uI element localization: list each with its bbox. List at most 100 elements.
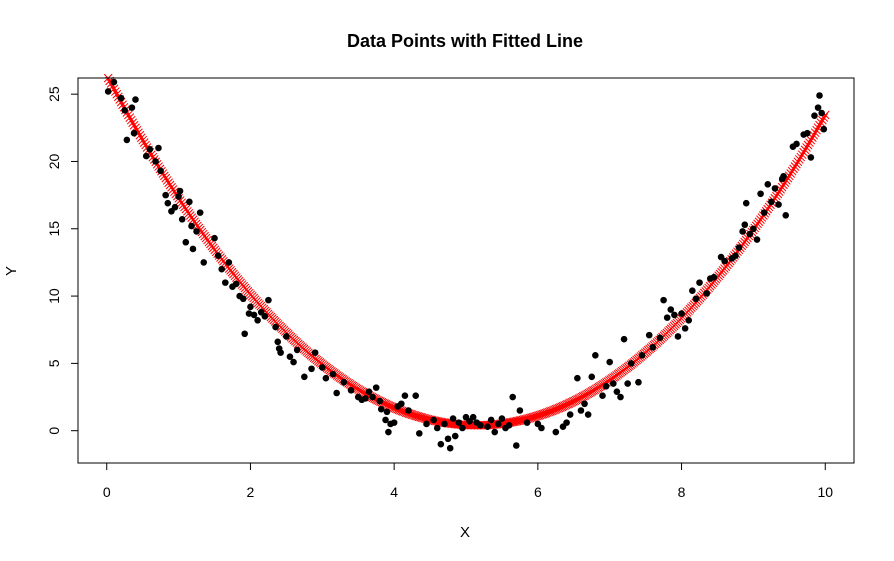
- data-point: [671, 311, 678, 319]
- data-point: [152, 158, 159, 165]
- fitted-line-marker: [129, 120, 139, 130]
- data-point: [768, 198, 775, 206]
- fitted-line-marker: [548, 406, 558, 415]
- fitted-line-marker: [136, 133, 146, 143]
- data-point: [254, 317, 261, 324]
- data-point: [746, 230, 754, 238]
- y-tick-label: 25: [46, 86, 62, 102]
- data-point: [663, 314, 671, 321]
- data-point: [412, 392, 420, 399]
- data-point: [218, 265, 226, 273]
- fitted-line-marker: [803, 140, 813, 150]
- data-point: [721, 257, 728, 265]
- data-point: [110, 78, 118, 86]
- data-point: [189, 245, 197, 253]
- data-point: [685, 317, 693, 324]
- data-point: [512, 442, 520, 449]
- fitted-line-marker: [560, 401, 569, 410]
- plot-frame: [77, 77, 855, 464]
- data-point: [311, 349, 319, 356]
- y-tick-label: 10: [46, 288, 62, 304]
- data-point: [703, 290, 711, 297]
- data-point: [142, 152, 150, 160]
- data-point: [635, 378, 642, 386]
- data-point: [477, 422, 484, 429]
- fitted-line-marker: [126, 115, 136, 125]
- y-axis-label: Y: [3, 266, 20, 276]
- data-point: [613, 388, 621, 395]
- fitted-line-marker: [570, 396, 580, 406]
- fitted-line-marker: [812, 125, 821, 135]
- data-point: [660, 296, 667, 304]
- fitted-line-marker: [111, 87, 120, 96]
- data-point: [451, 432, 459, 440]
- data-point: [674, 333, 682, 340]
- data-point: [383, 408, 391, 416]
- data-point: [807, 154, 815, 161]
- data-point: [689, 287, 696, 294]
- data-point: [308, 365, 315, 373]
- data-point: [433, 424, 441, 432]
- data-point: [301, 373, 308, 381]
- x-tick-label: 4: [390, 484, 398, 500]
- data-point: [232, 280, 240, 288]
- data-point: [247, 303, 254, 311]
- data-point: [261, 312, 269, 320]
- data-point: [272, 323, 279, 331]
- data-point: [128, 104, 136, 111]
- data-point: [491, 428, 499, 436]
- data-point: [347, 387, 355, 394]
- data-point: [516, 407, 524, 414]
- fitted-line-marker: [128, 118, 138, 128]
- data-point: [130, 129, 138, 137]
- data-point: [211, 234, 218, 242]
- data-point: [692, 295, 700, 303]
- data-point: [584, 411, 592, 418]
- data-point: [329, 370, 337, 378]
- fitted-line-marker: [384, 401, 394, 410]
- data-point: [495, 420, 502, 428]
- data-point: [200, 259, 208, 266]
- data-point: [369, 393, 376, 401]
- data-point: [696, 279, 703, 286]
- data-point: [624, 380, 631, 387]
- data-point: [290, 358, 297, 366]
- data-point: [574, 374, 581, 382]
- data-point: [656, 334, 664, 342]
- data-point: [405, 407, 412, 414]
- data-point: [509, 393, 517, 401]
- data-point: [484, 423, 491, 430]
- fitted-line-marker: [178, 200, 188, 210]
- x-tick-label: 2: [247, 484, 255, 500]
- fitted-line-marker: [799, 147, 809, 157]
- fitted-line-marker: [161, 173, 171, 183]
- data-point: [175, 193, 182, 200]
- data-point: [265, 296, 272, 304]
- data-point: [171, 203, 179, 211]
- data-point: [423, 420, 430, 428]
- data-point: [741, 221, 749, 229]
- data-point: [775, 201, 782, 208]
- data-point: [793, 140, 800, 148]
- data-point: [225, 259, 233, 266]
- data-point: [283, 333, 290, 340]
- data-point: [780, 172, 787, 180]
- fitted-line-marker: [177, 198, 186, 208]
- data-point: [250, 311, 258, 319]
- data-point: [322, 374, 330, 382]
- data-point: [398, 400, 405, 408]
- fitted-line-marker: [162, 176, 172, 185]
- data-point: [241, 330, 248, 338]
- fitted-line-marker: [813, 123, 823, 133]
- fitted-line-marker: [771, 191, 781, 201]
- data-point: [340, 378, 348, 386]
- data-point: [764, 181, 772, 188]
- fitted-line-marker: [806, 135, 816, 145]
- data-point: [157, 167, 164, 175]
- data-point: [803, 129, 811, 137]
- data-point: [132, 96, 139, 103]
- plot-area: [103, 73, 830, 452]
- fitted-line-marker: [794, 155, 804, 164]
- fitted-line-marker: [383, 400, 392, 410]
